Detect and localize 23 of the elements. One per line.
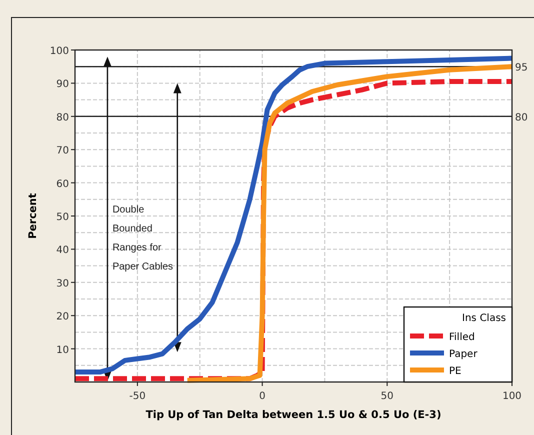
x-axis-title: Tip Up of Tan Delta between 1.5 Uo & 0.5 Uo (E-3) <box>146 409 442 421</box>
ref-line-label: 95 <box>515 62 528 74</box>
y-tick-label: 100 <box>50 46 69 57</box>
y-tick-label: 90 <box>56 79 69 90</box>
y-tick-label: 10 <box>56 344 69 356</box>
legend-label: PE <box>449 366 462 377</box>
legend-label: Filled <box>449 332 475 343</box>
y-tick-label: 60 <box>56 178 69 190</box>
y-tick-label: 70 <box>56 146 69 157</box>
x-tick-label: 0 <box>259 391 266 402</box>
y-tick-label: 50 <box>56 212 69 223</box>
annotation: Double Bounded Ranges for Paper Cables <box>112 204 174 273</box>
y-tick-label: 40 <box>56 245 69 256</box>
y-tick-label: 80 <box>56 112 69 124</box>
y-tick-label: 30 <box>56 278 69 290</box>
legend-title: Ins Class <box>462 313 506 324</box>
x-tick-label: 100 <box>502 391 522 402</box>
y-tick-label: 20 <box>56 312 69 323</box>
ref-line-label: 80 <box>515 112 528 124</box>
legend-label: Paper <box>449 349 478 360</box>
x-tick-label: -50 <box>129 391 146 402</box>
x-tick-label: 50 <box>380 391 394 402</box>
y-axis-title: Percent <box>27 193 39 239</box>
